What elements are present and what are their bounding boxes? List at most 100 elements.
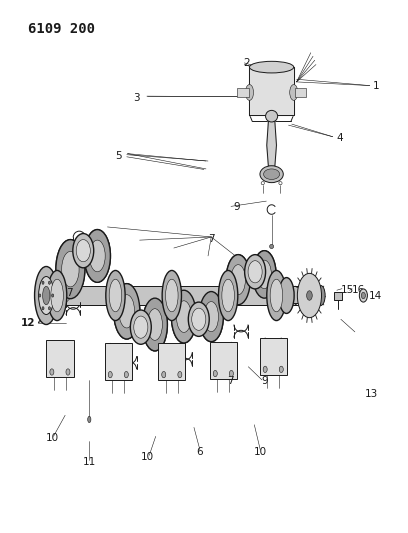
- Bar: [104, 343, 132, 380]
- Ellipse shape: [130, 310, 151, 344]
- Ellipse shape: [89, 240, 105, 272]
- Text: 7: 7: [67, 288, 73, 298]
- Ellipse shape: [147, 309, 162, 341]
- Ellipse shape: [279, 366, 283, 373]
- Ellipse shape: [266, 110, 278, 122]
- Bar: [237, 88, 248, 96]
- Ellipse shape: [267, 270, 286, 320]
- Ellipse shape: [162, 372, 166, 378]
- Text: 2: 2: [244, 58, 250, 68]
- Ellipse shape: [248, 261, 262, 283]
- Ellipse shape: [361, 292, 366, 298]
- Bar: [46, 341, 73, 377]
- Ellipse shape: [42, 281, 44, 284]
- Ellipse shape: [108, 372, 112, 378]
- Ellipse shape: [307, 291, 312, 300]
- Ellipse shape: [176, 301, 191, 333]
- Ellipse shape: [178, 372, 182, 378]
- Ellipse shape: [73, 233, 94, 268]
- Ellipse shape: [253, 251, 276, 298]
- Text: 4: 4: [337, 133, 344, 143]
- Ellipse shape: [316, 286, 325, 305]
- Ellipse shape: [264, 169, 279, 180]
- Ellipse shape: [84, 230, 111, 282]
- Ellipse shape: [39, 294, 41, 297]
- Ellipse shape: [270, 279, 283, 312]
- Polygon shape: [267, 122, 277, 166]
- Text: 6109 200: 6109 200: [28, 22, 95, 36]
- Ellipse shape: [62, 252, 79, 287]
- Ellipse shape: [51, 279, 63, 312]
- Ellipse shape: [204, 302, 219, 332]
- Ellipse shape: [229, 370, 233, 377]
- Text: 15: 15: [341, 285, 354, 295]
- Ellipse shape: [119, 295, 135, 328]
- Ellipse shape: [260, 166, 283, 183]
- Ellipse shape: [188, 302, 209, 336]
- Ellipse shape: [42, 286, 50, 305]
- Text: 9: 9: [233, 203, 239, 213]
- Ellipse shape: [66, 369, 70, 375]
- Text: 16: 16: [352, 285, 365, 295]
- Ellipse shape: [246, 85, 253, 100]
- Ellipse shape: [49, 281, 51, 284]
- Bar: [210, 342, 237, 379]
- Polygon shape: [249, 67, 294, 115]
- Text: 8: 8: [317, 290, 323, 301]
- Ellipse shape: [88, 416, 91, 423]
- Ellipse shape: [166, 279, 178, 312]
- Ellipse shape: [245, 255, 266, 289]
- Ellipse shape: [213, 370, 217, 377]
- Bar: [47, 286, 297, 305]
- Ellipse shape: [39, 277, 54, 314]
- Ellipse shape: [270, 244, 274, 248]
- Ellipse shape: [249, 61, 294, 73]
- Ellipse shape: [263, 366, 267, 373]
- Ellipse shape: [222, 279, 235, 312]
- Text: 10: 10: [254, 447, 267, 457]
- Ellipse shape: [114, 284, 140, 339]
- Ellipse shape: [162, 270, 182, 320]
- Text: 7: 7: [208, 233, 215, 244]
- Ellipse shape: [257, 260, 271, 289]
- Ellipse shape: [56, 240, 85, 298]
- Text: 3: 3: [133, 93, 140, 103]
- Ellipse shape: [52, 294, 54, 297]
- Bar: [295, 88, 306, 96]
- Ellipse shape: [219, 270, 238, 320]
- Bar: [158, 343, 186, 380]
- Text: 10: 10: [45, 433, 58, 443]
- Bar: [259, 338, 287, 375]
- Ellipse shape: [124, 372, 129, 378]
- Text: 5: 5: [115, 151, 122, 161]
- Ellipse shape: [261, 182, 264, 185]
- Ellipse shape: [226, 255, 250, 305]
- Text: 1: 1: [373, 81, 380, 91]
- Ellipse shape: [109, 279, 122, 312]
- Text: 9: 9: [261, 376, 268, 386]
- Ellipse shape: [359, 289, 367, 302]
- Text: 7: 7: [227, 376, 234, 386]
- Ellipse shape: [192, 308, 206, 330]
- Text: 12: 12: [21, 318, 36, 328]
- Text: 11: 11: [83, 457, 96, 467]
- Bar: [335, 292, 342, 300]
- Ellipse shape: [106, 270, 125, 320]
- Ellipse shape: [47, 270, 67, 320]
- Ellipse shape: [279, 182, 282, 185]
- Bar: [286, 288, 321, 303]
- Ellipse shape: [297, 273, 322, 318]
- Ellipse shape: [76, 240, 90, 262]
- Ellipse shape: [134, 316, 148, 338]
- Ellipse shape: [231, 265, 246, 295]
- Ellipse shape: [290, 85, 298, 100]
- Text: 13: 13: [365, 389, 378, 399]
- Ellipse shape: [142, 298, 167, 351]
- Ellipse shape: [171, 290, 196, 343]
- Ellipse shape: [50, 369, 54, 375]
- Ellipse shape: [279, 278, 294, 313]
- Text: 10: 10: [141, 453, 154, 463]
- Ellipse shape: [49, 306, 51, 310]
- Ellipse shape: [42, 306, 44, 310]
- Text: 6: 6: [197, 447, 203, 457]
